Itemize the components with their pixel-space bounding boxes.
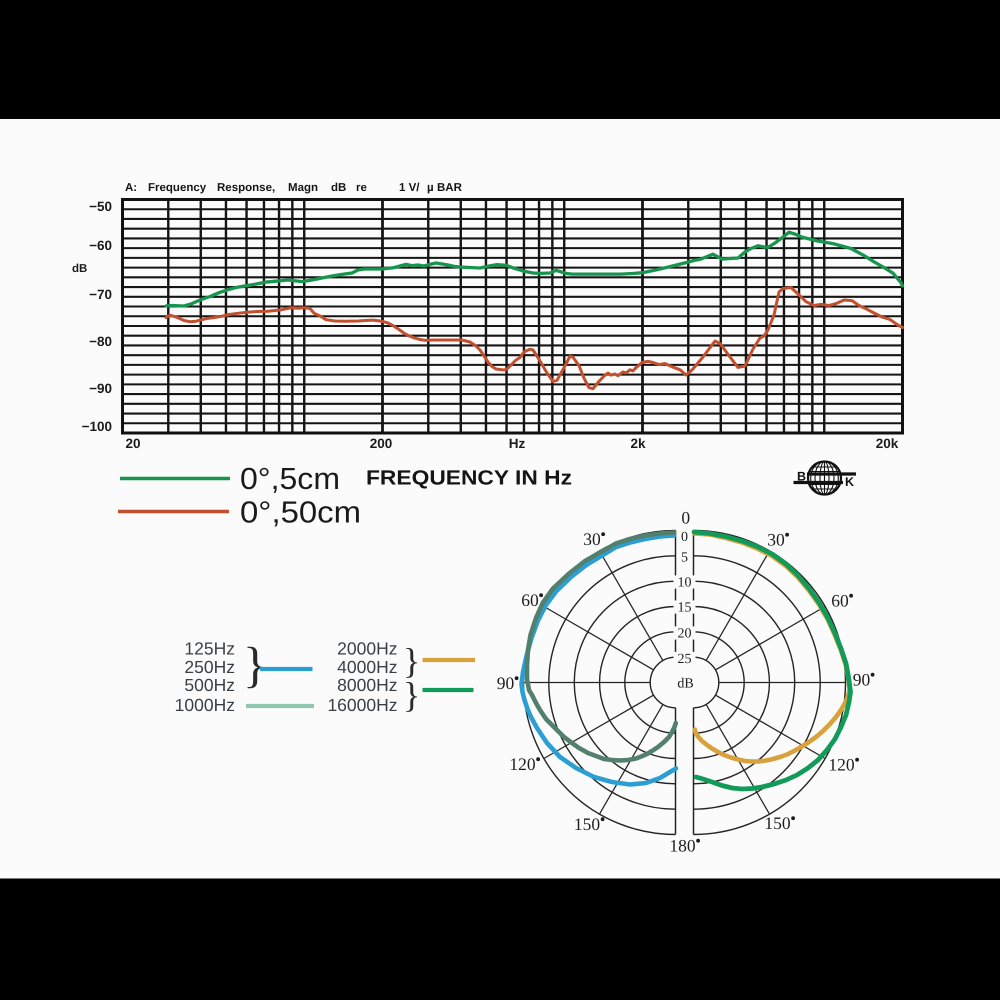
svg-text:−70: −70	[89, 287, 112, 302]
svg-text:60: 60	[521, 590, 539, 610]
svg-text:−80: −80	[89, 334, 112, 349]
svg-text:20: 20	[678, 627, 692, 642]
svg-text:250Hz: 250Hz	[184, 657, 235, 677]
svg-text:2k: 2k	[630, 436, 646, 451]
svg-text:0: 0	[681, 508, 690, 528]
svg-text:−90: −90	[89, 381, 112, 396]
svg-text:Hz: Hz	[509, 436, 526, 451]
svg-text:dB: dB	[677, 677, 693, 692]
svg-text:200: 200	[370, 436, 393, 451]
svg-text:16000Hz: 16000Hz	[327, 695, 397, 715]
svg-text:20: 20	[125, 436, 140, 451]
svg-text:2000Hz: 2000Hz	[337, 639, 397, 659]
svg-text:0°,5cm: 0°,5cm	[240, 462, 340, 496]
svg-text:180: 180	[669, 836, 696, 856]
svg-text:90: 90	[497, 673, 515, 693]
svg-text:10: 10	[678, 576, 692, 591]
svg-text:1000Hz: 1000Hz	[175, 695, 235, 715]
svg-text:150: 150	[574, 814, 601, 834]
svg-text:K: K	[845, 475, 854, 489]
svg-text:−50: −50	[89, 199, 112, 214]
svg-text:60: 60	[831, 591, 849, 611]
svg-text:FREQUENCY IN Hz: FREQUENCY IN Hz	[366, 467, 572, 490]
svg-text:20k: 20k	[876, 436, 899, 451]
svg-text:−60: −60	[89, 238, 112, 253]
svg-text:0: 0	[681, 530, 688, 545]
svg-text:B: B	[797, 470, 806, 484]
svg-text:15: 15	[678, 601, 692, 616]
svg-text:4000Hz: 4000Hz	[337, 657, 397, 677]
svg-text:125Hz: 125Hz	[184, 639, 235, 659]
svg-text:dB: dB	[72, 263, 87, 275]
svg-text:30: 30	[767, 530, 785, 550]
svg-text:120: 120	[828, 755, 855, 775]
svg-text:−100: −100	[82, 419, 112, 434]
svg-text:}: }	[403, 641, 420, 681]
svg-text:150: 150	[764, 813, 791, 833]
svg-text:}: }	[243, 637, 267, 693]
svg-text:25: 25	[678, 652, 692, 667]
svg-text:90: 90	[853, 670, 871, 690]
svg-text:30: 30	[583, 529, 601, 549]
svg-text:500Hz: 500Hz	[184, 675, 235, 695]
svg-text:8000Hz: 8000Hz	[337, 675, 397, 695]
svg-text:120: 120	[509, 754, 536, 774]
svg-text:5: 5	[681, 551, 688, 566]
svg-text:0°,50cm: 0°,50cm	[240, 496, 361, 530]
svg-text:}: }	[403, 675, 420, 715]
